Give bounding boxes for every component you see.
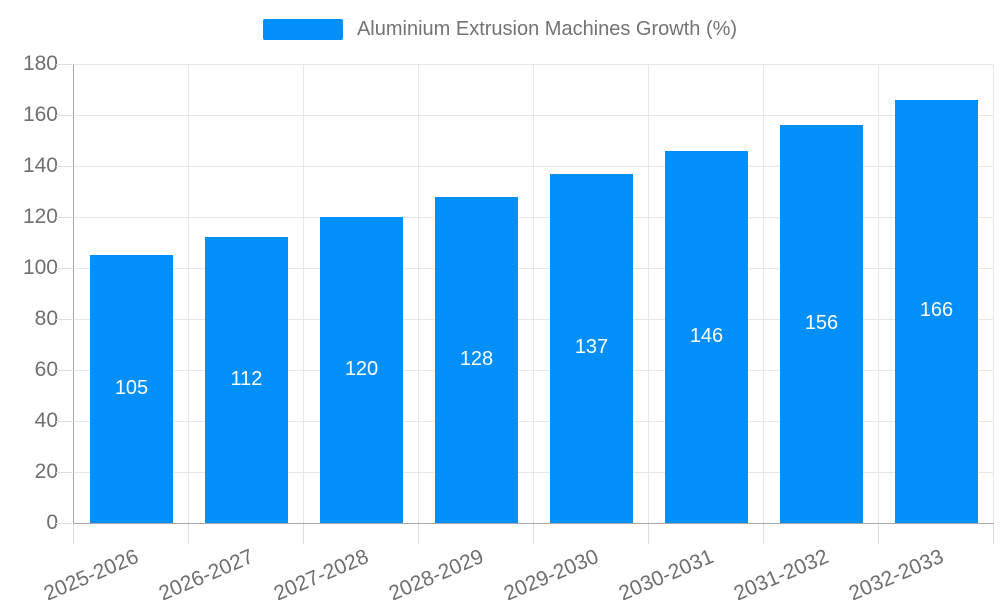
y-axis-tick-label: 140 bbox=[22, 154, 58, 177]
gridline-vertical bbox=[878, 64, 879, 523]
gridline-horizontal bbox=[74, 472, 994, 473]
y-axis-tick bbox=[56, 115, 72, 116]
gridline-horizontal bbox=[74, 166, 994, 167]
x-axis-tick bbox=[418, 524, 419, 544]
bar-value-label: 137 bbox=[574, 336, 609, 359]
y-axis-tick-label: 160 bbox=[22, 103, 58, 126]
gridline-vertical bbox=[533, 64, 534, 523]
bar-2026-2027[interactable]: 112 bbox=[205, 237, 288, 523]
x-axis-tick bbox=[533, 524, 534, 544]
gridline-horizontal bbox=[74, 370, 994, 371]
legend-label: Aluminium Extrusion Machines Growth (%) bbox=[356, 18, 738, 40]
bar-2027-2028[interactable]: 120 bbox=[320, 217, 403, 523]
gridline-horizontal bbox=[74, 115, 994, 116]
x-axis-tick bbox=[73, 524, 74, 544]
bar-value-label: 112 bbox=[230, 368, 263, 391]
y-axis-tick bbox=[56, 370, 72, 371]
gridline-horizontal bbox=[74, 268, 994, 269]
gridline-horizontal bbox=[74, 217, 994, 218]
bar-value-label: 166 bbox=[919, 299, 954, 322]
y-axis-tick bbox=[56, 268, 72, 269]
y-axis-tick-label: 180 bbox=[22, 52, 58, 75]
y-axis-tick-label: 120 bbox=[22, 205, 58, 228]
x-axis-tick bbox=[303, 524, 304, 544]
x-axis-tick bbox=[188, 524, 189, 544]
gridline-vertical bbox=[418, 64, 419, 523]
bar-2032-2033[interactable]: 166 bbox=[895, 99, 978, 523]
gridline-vertical bbox=[188, 64, 189, 523]
y-axis-tick bbox=[56, 421, 72, 422]
bar-2029-2030[interactable]: 137 bbox=[550, 173, 633, 523]
y-axis-tick bbox=[56, 472, 72, 473]
plot-area: 105 112 120 128 137 146 156 166 bbox=[73, 64, 994, 524]
gridline-horizontal bbox=[74, 421, 994, 422]
gridline-vertical bbox=[993, 64, 994, 523]
x-axis-tick bbox=[763, 524, 764, 544]
y-axis-tick-label: 0 bbox=[46, 511, 58, 534]
gridline-horizontal bbox=[74, 319, 994, 320]
bar-2031-2032[interactable]: 156 bbox=[780, 125, 863, 523]
y-axis-tick-label: 20 bbox=[34, 460, 58, 483]
bar-value-label: 156 bbox=[804, 312, 839, 335]
legend-swatch bbox=[262, 19, 343, 40]
y-axis-tick bbox=[56, 319, 72, 320]
gridline-horizontal bbox=[74, 64, 994, 65]
y-axis-tick-label: 100 bbox=[22, 256, 58, 279]
bar-2030-2031[interactable]: 146 bbox=[665, 150, 748, 523]
gridline-vertical bbox=[763, 64, 764, 523]
legend[interactable]: Aluminium Extrusion Machines Growth (%) bbox=[0, 18, 1000, 41]
y-axis-tick bbox=[56, 64, 72, 65]
x-axis-category-label: 2025-2026 bbox=[40, 545, 142, 600]
bar-2028-2029[interactable]: 128 bbox=[435, 196, 518, 523]
bar-value-label: 146 bbox=[689, 324, 724, 347]
gridline-vertical bbox=[648, 64, 649, 523]
y-axis-tick-label: 40 bbox=[34, 409, 58, 432]
bar-value-label: 128 bbox=[459, 347, 494, 370]
y-axis-tick bbox=[56, 166, 72, 167]
y-axis-tick bbox=[56, 217, 72, 218]
bar-value-label: 105 bbox=[114, 377, 149, 400]
y-axis-tick-label: 80 bbox=[34, 307, 58, 330]
y-axis-tick-label: 60 bbox=[34, 358, 58, 381]
x-axis-tick bbox=[648, 524, 649, 544]
bar-2025-2026[interactable]: 105 bbox=[90, 255, 173, 523]
y-axis-tick bbox=[56, 523, 72, 524]
x-axis-tick bbox=[878, 524, 879, 544]
x-axis-tick bbox=[993, 524, 994, 544]
gridline-vertical bbox=[303, 64, 304, 523]
bar-value-label: 120 bbox=[344, 358, 379, 380]
